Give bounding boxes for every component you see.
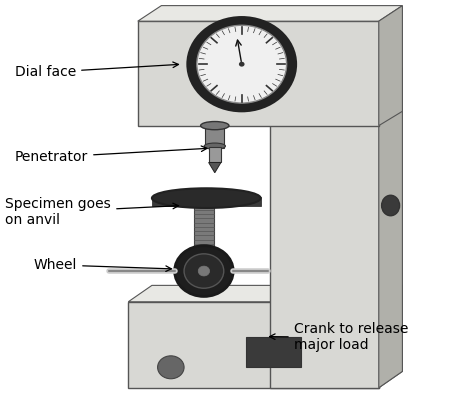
Bar <box>246 337 301 367</box>
Polygon shape <box>379 6 402 126</box>
Ellipse shape <box>382 195 400 216</box>
Text: Wheel: Wheel <box>34 258 172 272</box>
Bar <box>193 206 214 269</box>
Ellipse shape <box>152 188 261 208</box>
Polygon shape <box>379 68 402 388</box>
Circle shape <box>187 17 296 111</box>
Bar <box>138 21 379 126</box>
Circle shape <box>184 254 224 288</box>
Circle shape <box>239 62 245 67</box>
Circle shape <box>198 266 210 276</box>
Polygon shape <box>270 68 402 83</box>
Circle shape <box>174 246 233 296</box>
Bar <box>270 83 379 388</box>
Text: Penetrator: Penetrator <box>15 146 207 164</box>
Circle shape <box>197 25 287 103</box>
Polygon shape <box>379 285 402 388</box>
Bar <box>205 125 224 148</box>
Polygon shape <box>128 285 402 302</box>
Bar <box>209 147 221 162</box>
Ellipse shape <box>201 122 229 130</box>
Text: Crank to release
major load: Crank to release major load <box>270 322 408 353</box>
Text: Dial face: Dial face <box>15 62 179 79</box>
Bar <box>128 302 379 388</box>
Circle shape <box>157 356 184 379</box>
Ellipse shape <box>204 143 226 149</box>
Polygon shape <box>138 6 402 21</box>
Polygon shape <box>209 162 221 173</box>
Bar <box>152 197 261 206</box>
Text: Specimen goes
on anvil: Specimen goes on anvil <box>5 196 179 227</box>
